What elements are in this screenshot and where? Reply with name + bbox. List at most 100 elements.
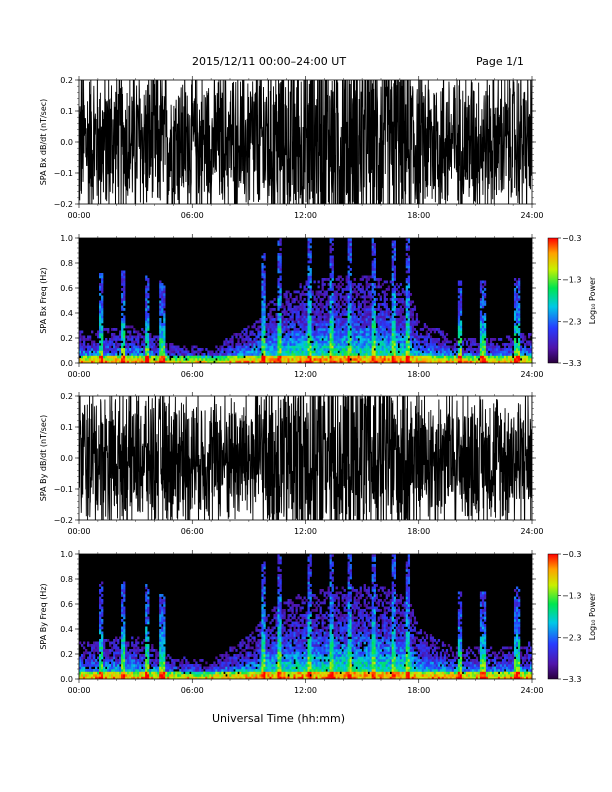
spectrogram-cell <box>383 298 386 301</box>
spectrogram-cell <box>221 355 224 359</box>
spectrogram-cell <box>347 255 350 259</box>
spectrogram-cell <box>307 250 310 254</box>
spectrogram-cell <box>481 298 485 301</box>
spectrogram-cell <box>515 298 519 301</box>
spectrogram-cell <box>323 358 326 361</box>
spectrogram-cell <box>317 318 320 321</box>
spectrogram-cell <box>363 338 366 341</box>
spectrogram-cell <box>407 293 411 296</box>
spectrogram-cell <box>293 358 296 361</box>
spectrogram-cell <box>339 293 342 296</box>
spectrogram-cell <box>145 611 148 615</box>
spectrogram-cell <box>309 293 312 296</box>
spectrogram-cell <box>137 343 140 346</box>
spectrogram-cell <box>275 345 278 349</box>
spectrogram-cell <box>241 340 244 344</box>
spectrogram-cell <box>177 360 180 363</box>
spectrogram-cell <box>343 330 346 334</box>
spectrogram-cell <box>411 313 415 316</box>
spectrogram-cell <box>89 654 92 657</box>
spectrogram-cell <box>83 664 86 667</box>
spectrogram-cell <box>481 315 485 319</box>
spectrogram-cell <box>391 255 394 259</box>
spectrogram-cell <box>233 348 236 351</box>
spectrogram-cell <box>315 348 318 351</box>
spectrogram-cell <box>477 355 481 359</box>
spectrogram-cell <box>131 671 134 675</box>
spectrogram-cell <box>287 313 290 316</box>
spectrogram-cell <box>337 285 340 289</box>
spectrogram-cell <box>159 305 162 309</box>
spectrogram-cell <box>159 669 162 672</box>
spectrogram-cell <box>437 345 441 349</box>
spectrogram-cell <box>279 278 282 281</box>
spectrogram-cell <box>147 350 150 354</box>
spectrogram-cell <box>397 328 400 331</box>
spectrogram-cell <box>493 358 497 361</box>
spectrogram-cell <box>333 303 336 306</box>
spectrogram-cell <box>305 338 308 341</box>
spectrogram-cell <box>335 360 338 363</box>
spectrogram-cell <box>327 310 330 314</box>
spectrogram-cell <box>135 661 138 665</box>
spectrogram-cell <box>333 345 336 349</box>
spectrogram-cell <box>329 313 332 316</box>
spectrogram-cell <box>81 350 84 354</box>
spectrogram-cell <box>331 278 334 281</box>
spectrogram-cell <box>123 315 126 319</box>
spectrogram-cell <box>99 350 102 354</box>
spectrogram-cell <box>253 343 256 346</box>
spectrogram-cell <box>271 340 274 344</box>
spectrogram-cell <box>391 360 394 363</box>
spectrogram-cell <box>79 343 82 346</box>
spectrogram-cell <box>105 350 108 354</box>
spectrogram-cell <box>293 355 296 359</box>
spectrogram-cell <box>235 348 238 351</box>
spectrogram-cell <box>299 348 302 351</box>
spectrogram-cell <box>123 283 126 286</box>
spectrogram-cell <box>443 350 447 354</box>
spectrogram-cell <box>389 320 392 324</box>
spectrogram-cell <box>111 649 114 652</box>
spectrogram-cell <box>277 268 280 271</box>
spectrogram-cell <box>297 345 300 349</box>
spectrogram-cell <box>161 666 164 670</box>
spectrogram-cell <box>517 295 521 299</box>
spectrogram-cell <box>515 280 519 284</box>
spectrogram-cell <box>87 661 90 665</box>
spectrogram-cell <box>341 323 344 326</box>
spectrogram-cell <box>159 333 162 336</box>
spectrogram-cell <box>351 348 354 351</box>
spectrogram-cell <box>101 599 104 602</box>
spectrogram-cell <box>367 338 370 341</box>
spectrogram-cell <box>283 323 286 326</box>
spectrogram-cell <box>397 293 400 296</box>
spectrogram-cell <box>127 656 130 660</box>
spectrogram-cell <box>347 288 350 291</box>
spectrogram-cell <box>463 350 467 354</box>
spectrogram-cell <box>121 348 124 351</box>
spectrogram-cell <box>159 348 162 351</box>
spectrogram-cell <box>469 345 473 349</box>
spectrogram-cell <box>307 248 310 251</box>
spectrogram-cell <box>127 335 130 339</box>
spectrogram-cell <box>387 348 390 351</box>
spectrogram-cell <box>113 676 116 679</box>
spectrogram-cell <box>155 676 158 679</box>
spectrogram-cell <box>303 288 306 291</box>
spectrogram-cell <box>81 671 84 675</box>
spectrogram-cell <box>99 273 102 276</box>
spectrogram-cell <box>295 310 298 314</box>
spectrogram-cell <box>363 345 366 349</box>
spectrogram-cell <box>515 293 519 296</box>
spectrogram-cell <box>121 634 124 637</box>
spectrogram-cell <box>259 318 262 321</box>
spectrogram-cell <box>485 345 489 349</box>
spectrogram-cell <box>87 348 90 351</box>
spectrogram-cell <box>305 333 308 336</box>
spectrogram-cell <box>383 348 386 351</box>
spectrogram-cell <box>391 268 394 271</box>
spectrogram-cell <box>97 676 100 679</box>
spectrogram-cell <box>289 293 292 296</box>
spectrogram-cell <box>379 298 382 301</box>
